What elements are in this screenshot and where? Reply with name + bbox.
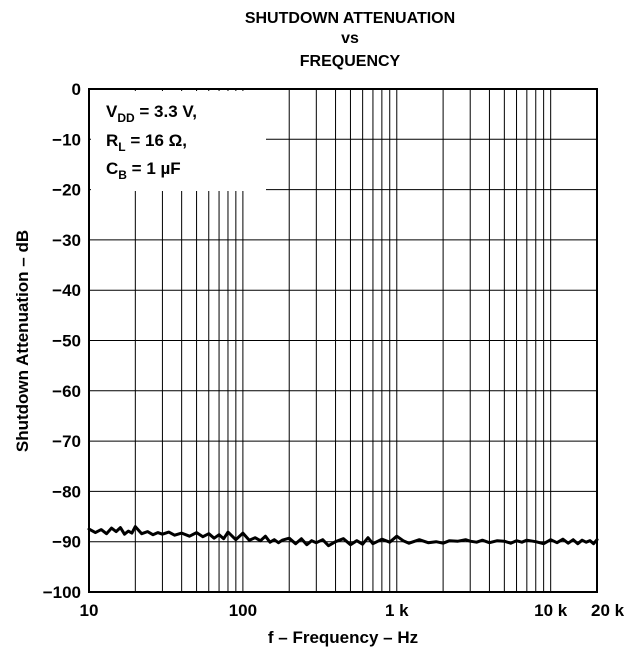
annotation-vdd-value: = 3.3 V, — [135, 102, 197, 121]
chart-title-line-1: SHUTDOWN ATTENUATION — [245, 10, 455, 27]
y-tick-label: −100 — [43, 583, 81, 602]
annotation-box: VDD = 3.3 V, RL = 16 Ω, CB = 1 µF — [91, 91, 266, 191]
y-tick-label: −20 — [52, 181, 81, 200]
annotation-vdd-symbol: V — [106, 102, 118, 121]
series-line-0 — [87, 525, 599, 548]
y-axis-label: Shutdown Attenuation – dB — [13, 230, 32, 452]
x-axis-label: f – Frequency – Hz — [268, 628, 418, 647]
annotation-rl-symbol: R — [106, 131, 118, 150]
annotation-cb-subscript: B — [118, 168, 127, 182]
y-tick-label: −80 — [52, 482, 81, 501]
annotation-rl-subscript: L — [118, 140, 125, 154]
chart-title-line-2: vs — [341, 30, 359, 47]
x-tick-label: 10 k — [534, 601, 568, 620]
y-tick-label: −40 — [52, 281, 81, 300]
series-layer — [87, 525, 599, 548]
y-tick-label: −10 — [52, 130, 81, 149]
y-tick-label: −90 — [52, 533, 81, 552]
x-tick-label: 10 — [80, 601, 99, 620]
annotation-line-vdd: VDD = 3.3 V, — [106, 102, 197, 125]
annotation-cb-symbol: C — [106, 159, 118, 178]
annotation-line-cb: CB = 1 µF — [106, 159, 181, 182]
annotation-cb-value: = 1 µF — [127, 159, 181, 178]
x-tick-label: 100 — [229, 601, 257, 620]
annotation-line-rl: RL = 16 Ω, — [106, 131, 187, 154]
x-tick-label: 1 k — [385, 601, 409, 620]
y-tick-label: −60 — [52, 382, 81, 401]
annotation-background — [91, 91, 266, 191]
annotation-rl-value: = 16 Ω, — [126, 131, 187, 150]
y-tick-label: −50 — [52, 332, 81, 351]
plot-frame — [88, 88, 598, 593]
x-tick-label: 20 k — [591, 601, 625, 620]
annotation-vdd-subscript: DD — [117, 111, 135, 125]
y-tick-label: 0 — [72, 80, 81, 99]
chart-title-line-3: FREQUENCY — [300, 53, 401, 70]
y-tick-label: −30 — [52, 231, 81, 250]
y-tick-label: −70 — [52, 432, 81, 451]
